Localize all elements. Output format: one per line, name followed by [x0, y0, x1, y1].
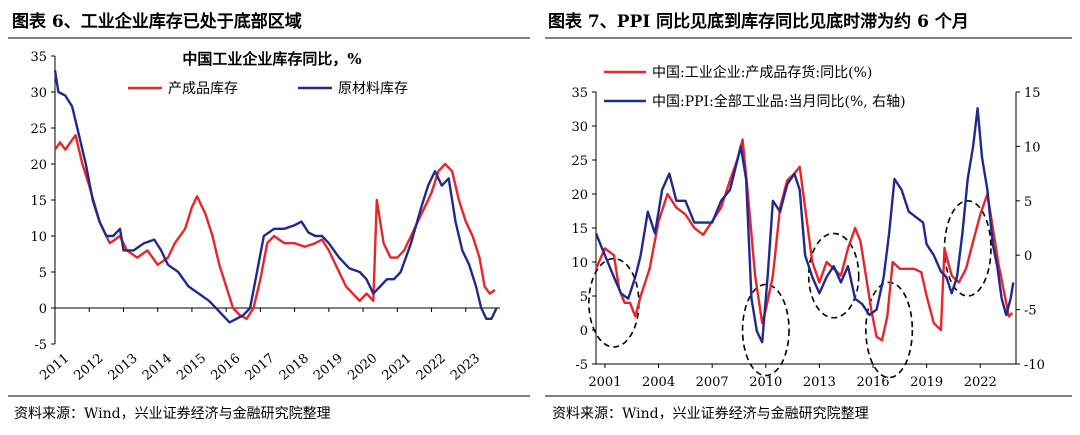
left-x-tick-label: 2013	[106, 351, 141, 384]
left-y-tick-label: 0	[39, 302, 47, 317]
left-y-tick-label: 35	[30, 50, 47, 65]
right-x-tick-label: 2022	[964, 375, 997, 390]
left-x-tick-label: 2015	[174, 351, 209, 384]
left-x-tick-label: 2020	[345, 351, 380, 384]
right-y2-tick-label: 5	[1024, 195, 1032, 210]
right-legend-label-1: 中国:PPI:全部工业品:当月同比(%, 右轴)	[652, 93, 906, 110]
right-y-tick-label: 20	[571, 188, 588, 203]
left-y-tick-label: 20	[30, 158, 47, 173]
right-y2-tick-label: -5	[1024, 304, 1037, 319]
left-chart: -5 0 5 10 15 20 25 30 35 2011 2012 2013 2014 2015 2016…	[30, 50, 500, 384]
right-y2-tick-label: 15	[1024, 86, 1041, 101]
right-y-tick-label: 25	[571, 154, 588, 169]
left-x-tick-label: 2011	[37, 351, 72, 384]
right-trough-ellipse	[943, 199, 992, 297]
left-x-tick-label: 2021	[380, 351, 415, 384]
left-chart-title: 中国工业企业库存同比，%	[182, 50, 361, 68]
right-y2-tick-label: -10	[1024, 358, 1045, 373]
left-x-tick-label: 2023	[448, 351, 483, 384]
right-legend-label-0: 中国:工业企业:产成品存货:同比(%)	[652, 64, 872, 81]
right-y-tick-label: 10	[571, 256, 588, 271]
left-x-tick-label: 2022	[414, 351, 449, 384]
left-series-line-1	[53, 70, 498, 324]
right-x-tick-label: 2019	[910, 375, 943, 390]
left-x-tick-label: 2017	[243, 351, 278, 384]
right-y-tick-label: 15	[571, 222, 588, 237]
left-x-tick-label: 2014	[140, 351, 175, 384]
left-x-tick-label: 2019	[311, 351, 346, 384]
left-y-tick-label: 30	[30, 86, 47, 101]
left-legend-label-0: 产成品库存	[168, 81, 238, 97]
left-x-tick-label: 2018	[277, 351, 312, 384]
left-y-tick-label: 25	[30, 122, 47, 137]
left-source: 资料来源：Wind，兴业证券经济与金融研究院整理	[14, 406, 331, 422]
right-x-tick-label: 2010	[749, 375, 782, 390]
right-trough-ellipse	[807, 232, 860, 319]
left-legend-label-1: 原材料库存	[338, 81, 408, 97]
left-y-tick-label: 5	[39, 266, 47, 281]
right-y-tick-label: 5	[580, 290, 588, 305]
right-chart: -5 0 5 10 15 20 25 30 35 -10 -5 0 5 10 15 2001 2004 2007 2…	[571, 64, 1044, 390]
left-y-tick-label: 15	[30, 194, 47, 209]
right-y-tick-label: -5	[575, 358, 588, 373]
left-x-tick-label: 2016	[208, 351, 243, 384]
right-caption: 图表 7、PPI 同比见底到库存同比见底时滞为约 6 个月	[548, 11, 969, 32]
left-y-tick-label: 10	[30, 230, 47, 245]
left-x-tick-label: 2012	[71, 351, 106, 384]
left-y-tick-label: -5	[34, 338, 47, 353]
left-caption: 图表 6、工业企业库存已处于底部区域	[12, 11, 302, 32]
right-x-tick-label: 2007	[696, 375, 729, 390]
right-y-tick-label: 35	[571, 86, 588, 101]
right-x-tick-label: 2004	[642, 375, 675, 390]
right-y2-tick-label: 0	[1024, 249, 1032, 264]
right-y2-tick-label: 10	[1024, 140, 1041, 155]
left-series-line-0	[54, 134, 496, 320]
right-y-tick-label: 30	[571, 120, 588, 135]
right-series-line-1	[594, 107, 1015, 344]
right-x-tick-label: 2013	[803, 375, 836, 390]
right-x-tick-label: 2016	[856, 375, 889, 390]
right-source: 资料来源：Wind，兴业证券经济与金融研究院整理	[552, 406, 869, 422]
right-series-line-0	[594, 138, 1014, 342]
right-x-tick-label: 2001	[588, 375, 621, 390]
right-trough-ellipse	[865, 281, 914, 379]
right-y-tick-label: 0	[580, 324, 588, 339]
